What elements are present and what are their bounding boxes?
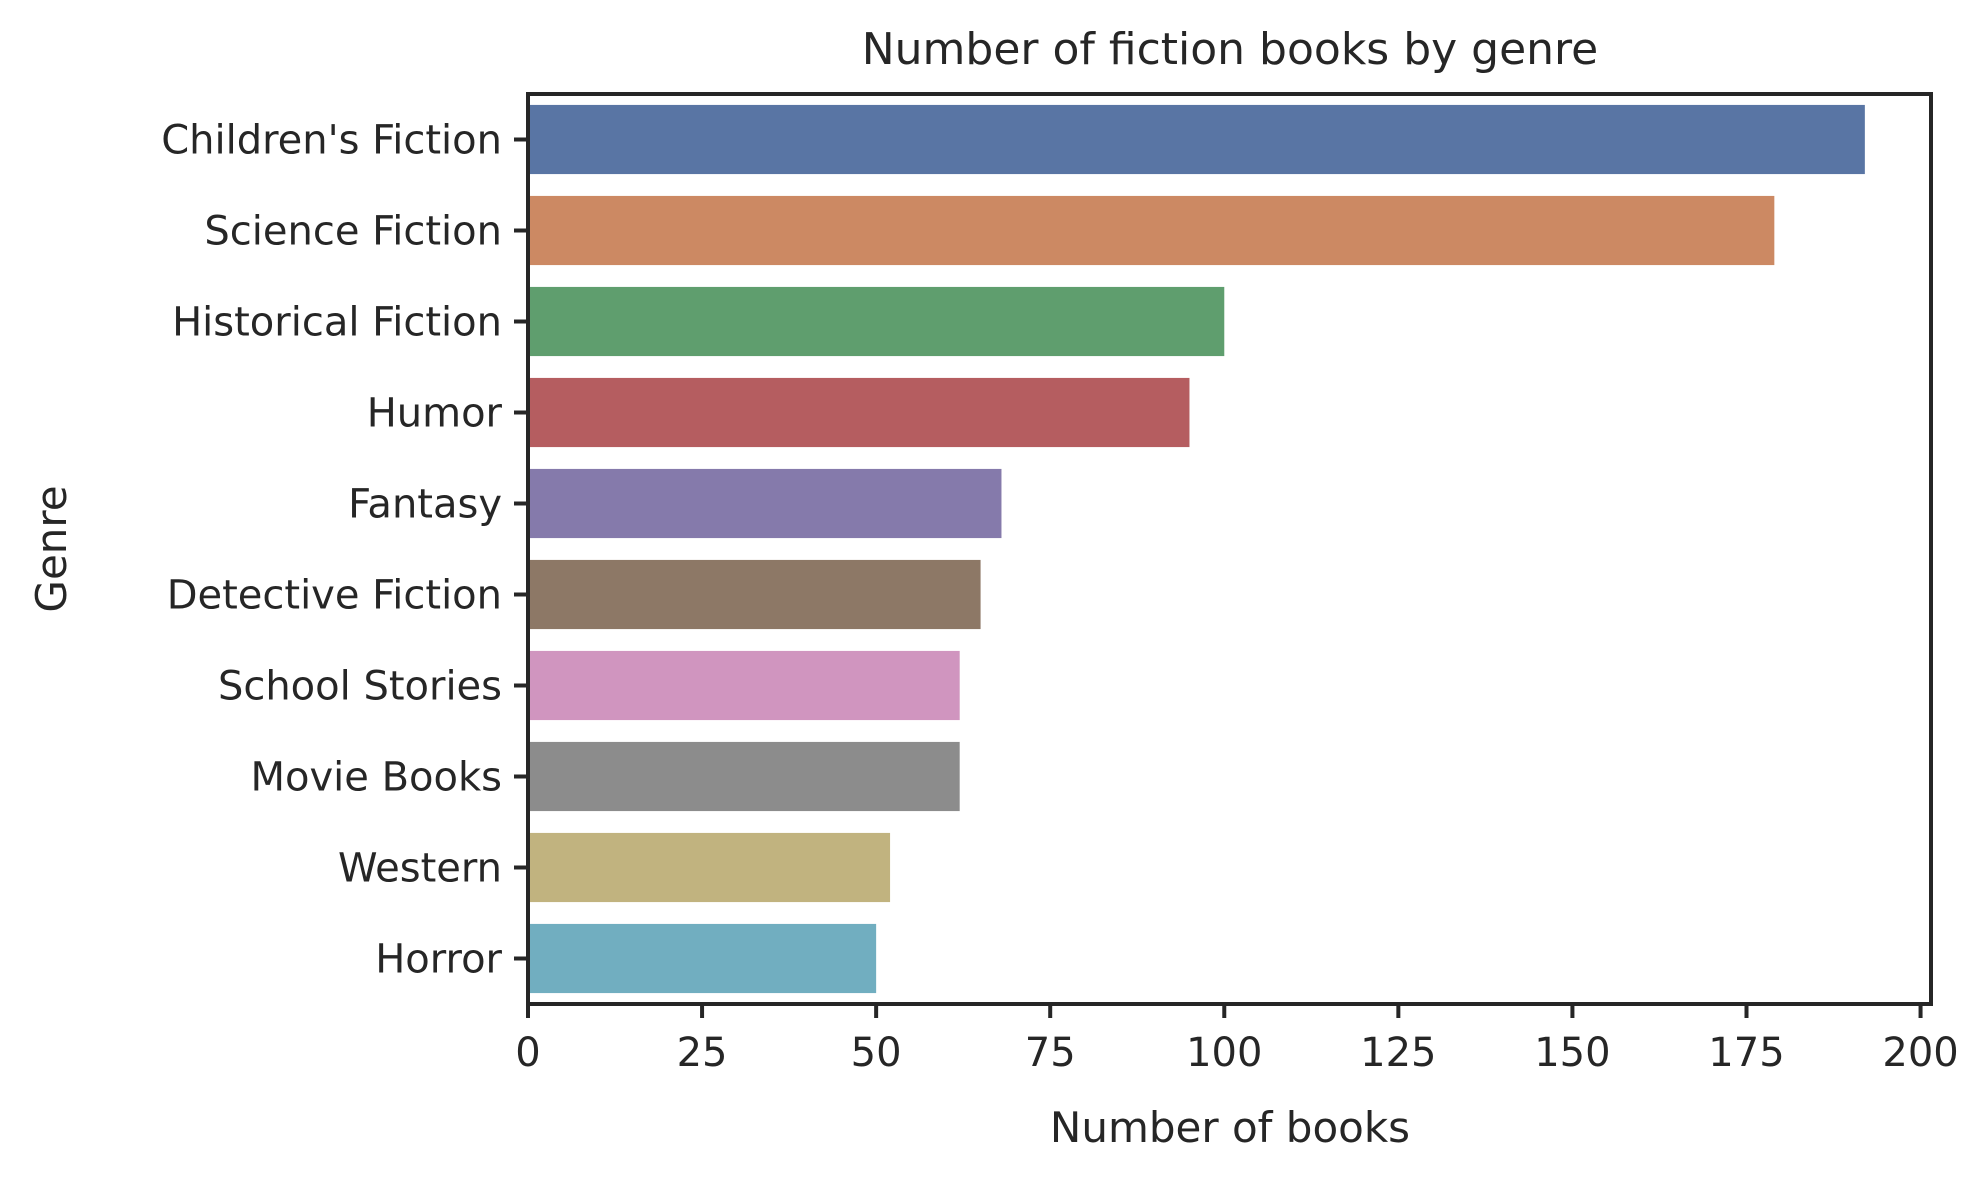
- y-tick-label: Science Fiction: [204, 209, 502, 255]
- y-tick-label: Historical Fiction: [172, 300, 502, 346]
- y-axis-label: Genre: [27, 485, 76, 612]
- bar: [528, 286, 1225, 357]
- y-tick-label: Humor: [367, 391, 503, 437]
- chart-title: Number of fiction books by genre: [862, 24, 1599, 75]
- bars: [528, 104, 1865, 994]
- x-tick-label: 75: [1025, 1030, 1076, 1076]
- bar: [528, 741, 960, 812]
- x-axis: 0 25 50 75 100 125 150 175 200: [515, 1004, 1959, 1076]
- x-tick-label: 100: [1186, 1030, 1262, 1076]
- bar: [528, 468, 1002, 539]
- plot-frame: [526, 92, 1933, 1006]
- y-tick-label: Horror: [375, 937, 502, 983]
- x-tick-label: 200: [1882, 1030, 1958, 1076]
- x-tick-label: 50: [851, 1030, 902, 1076]
- y-tick-label: Children's Fiction: [161, 118, 502, 164]
- bar: [528, 650, 960, 721]
- y-axis: Children's Fiction Science Fiction Histori…: [161, 118, 528, 983]
- y-tick-label: Detective Fiction: [167, 573, 502, 619]
- x-tick-label: 175: [1708, 1030, 1784, 1076]
- y-tick-label: Western: [338, 846, 502, 892]
- y-tick-label: Movie Books: [251, 755, 502, 801]
- x-axis-label: Number of books: [1050, 1103, 1410, 1152]
- bar: [528, 923, 877, 994]
- x-tick-label: 25: [677, 1030, 728, 1076]
- bar: [528, 195, 1775, 266]
- y-tick-label: Fantasy: [348, 482, 502, 528]
- x-tick-label: 0: [515, 1030, 540, 1076]
- bar: [528, 104, 1865, 175]
- bar: [528, 559, 981, 630]
- x-tick-label: 150: [1534, 1030, 1610, 1076]
- bar: [528, 832, 891, 903]
- x-tick-label: 125: [1360, 1030, 1436, 1076]
- y-tick-label: School Stories: [218, 664, 502, 710]
- bar: [528, 377, 1190, 448]
